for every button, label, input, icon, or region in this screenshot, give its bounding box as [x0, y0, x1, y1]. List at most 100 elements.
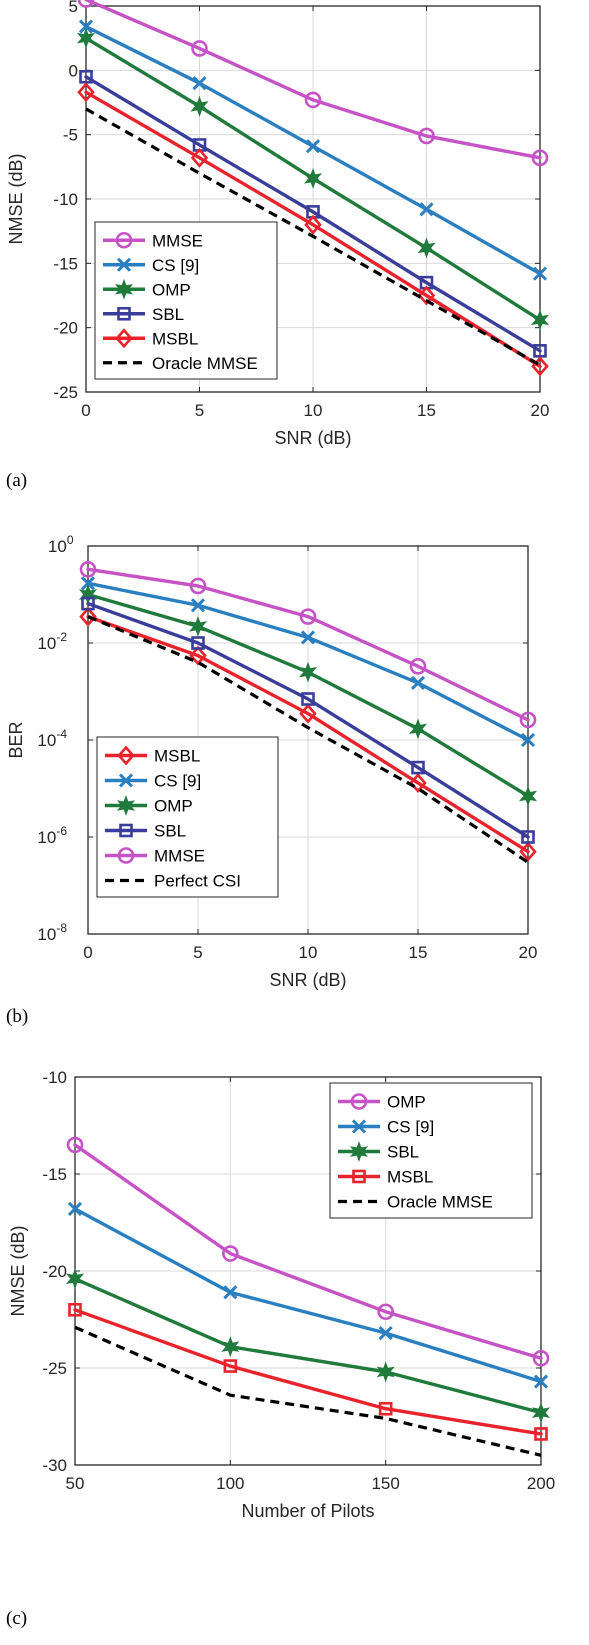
series-cs-9: [78, 19, 548, 281]
data-point: [191, 636, 205, 650]
y-tick-label: 0: [69, 61, 78, 80]
legend-marker: [115, 328, 133, 349]
data-point: [301, 692, 315, 706]
data-point: [222, 1245, 239, 1262]
data-point: [67, 1201, 83, 1216]
legend-label: MMSE: [152, 231, 203, 250]
series-omp: [76, 27, 550, 331]
data-point: [300, 630, 316, 645]
ticks: 0 5 10 15 20 -25 -20 -15 -10 -5 0 5: [53, 0, 549, 420]
legend-item-cs-9: CS [9]: [103, 256, 199, 275]
series-line: [84, 0, 542, 160]
data-point: [418, 127, 435, 145]
ticks: 50 100 150 200 -30 -25 -20 -15 -10: [42, 1068, 555, 1493]
legend-label: Perfect CSI: [154, 872, 241, 891]
y-tick-label: -25: [42, 1359, 67, 1378]
data-point: [190, 598, 206, 613]
y-tick-label: -20: [53, 319, 78, 338]
chart-c: 50 100 150 200 -30 -25 -20 -15 -10 Number of Pilo…: [8, 1068, 555, 1521]
series-omp: [78, 584, 538, 807]
legend-item-oracle-mmse: Oracle MMSE: [338, 1193, 493, 1212]
x-axis-label: Number of Pilots: [241, 1501, 374, 1521]
chart-panel-c: 50 100 150 200 -30 -25 -20 -15 -10 Number of Pilo…: [0, 1060, 589, 1645]
data-point: [532, 266, 548, 281]
data-point: [408, 718, 428, 740]
series-oracle-mmse: [85, 107, 541, 367]
x-tick-label: 50: [66, 1474, 85, 1493]
data-point: [409, 772, 427, 793]
y-tick-label: -25: [53, 383, 78, 402]
legend-marker: [117, 306, 131, 321]
y-tick-label: 10-4: [37, 727, 67, 750]
data-point: [77, 82, 95, 103]
data-point: [530, 309, 550, 331]
y-tick-label: 10-6: [37, 824, 67, 847]
series-line: [73, 1308, 543, 1436]
y-axis-label: BER: [6, 721, 26, 758]
y-tick-label: 100: [48, 533, 74, 556]
series-sbl: [81, 596, 535, 844]
x-tick-label: 15: [417, 401, 436, 420]
data-point: [223, 1359, 238, 1373]
legend-label: SBL: [387, 1143, 419, 1162]
data-point: [223, 1285, 238, 1300]
data-point: [65, 1268, 85, 1290]
series-line: [86, 614, 530, 854]
legend-label: Oracle MMSE: [387, 1193, 493, 1212]
data-point: [410, 675, 426, 691]
y-tick-label: -5: [63, 126, 78, 145]
legend-label: CS [9]: [387, 1118, 434, 1137]
data-point: [79, 606, 97, 627]
legend-marker: [116, 795, 136, 816]
series-oracle-mmse: [74, 1325, 542, 1457]
legend-label: OMP: [154, 797, 193, 816]
series-omp: [66, 1136, 550, 1367]
legend-item-mmse: MMSE: [103, 231, 203, 250]
x-tick-label: 20: [519, 943, 538, 962]
chart-b: 0 5 10 15 20 100 10-2 10-4 10-6 10-8 SNR (dB) BER MS…: [6, 533, 538, 990]
legend-label: Oracle MMSE: [152, 354, 258, 373]
x-axis-label: SNR (dB): [269, 970, 346, 990]
series-line: [84, 90, 542, 368]
data-point: [304, 214, 322, 235]
x-tick-label: 20: [531, 401, 550, 420]
data-point: [191, 40, 208, 57]
series-mmse: [77, 0, 549, 167]
data-point: [419, 202, 434, 217]
data-point: [190, 147, 209, 168]
data-point: [192, 76, 207, 91]
legend-label: SBL: [152, 305, 184, 324]
y-tick-label: -30: [42, 1456, 67, 1475]
data-point: [298, 661, 318, 683]
legend-label: MMSE: [154, 847, 205, 866]
legend-marker: [116, 257, 132, 272]
data-point: [81, 596, 95, 611]
data-point: [80, 576, 96, 591]
series-line: [85, 107, 541, 367]
x-tick-label: 0: [81, 401, 90, 420]
y-axis-label: NMSE (dB): [8, 1225, 28, 1316]
data-point: [299, 608, 317, 625]
data-point: [520, 732, 536, 748]
series-line: [84, 75, 542, 353]
caption-c: (c): [6, 1608, 28, 1629]
x-axis-label: SNR (dB): [274, 428, 351, 448]
data-point: [304, 91, 322, 109]
legend: MSBL CS [9] OMP SBL MMSE Perfect CSI: [96, 736, 279, 898]
data-point: [303, 167, 323, 189]
legend-marker: [352, 1169, 366, 1184]
legend-item-cs-9: CS [9]: [338, 1118, 434, 1137]
data-point: [79, 561, 97, 578]
legend-marker: [349, 1141, 369, 1162]
data-point: [189, 645, 207, 666]
y-tick-label: 5: [69, 0, 78, 16]
data-point: [532, 1349, 550, 1367]
series-sbl: [65, 1268, 551, 1424]
data-point: [417, 237, 436, 259]
data-point: [417, 285, 436, 306]
legend-item-sbl: SBL: [338, 1141, 419, 1162]
caption-b: (b): [6, 1006, 29, 1027]
legend-label: OMP: [387, 1093, 426, 1112]
series-cs-9: [67, 1201, 549, 1389]
data-point: [221, 1336, 240, 1358]
